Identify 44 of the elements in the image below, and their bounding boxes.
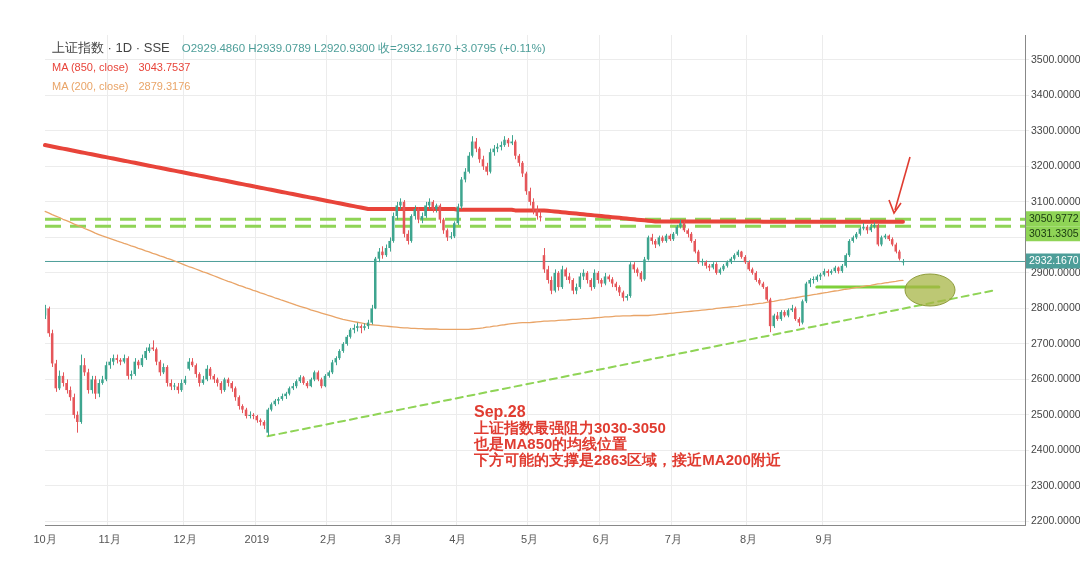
x-tick-label: 4月: [449, 532, 467, 545]
ref-line-label: 2932.1670: [1029, 254, 1079, 267]
y-tick-label: 2500.0000: [1031, 407, 1080, 420]
y-tick-label: 3500.0000: [1031, 52, 1080, 65]
y-tick-label: 2600.0000: [1031, 372, 1080, 385]
y-tick-label: 2200.0000: [1031, 514, 1080, 527]
annotation: 也是MA850的均线位置: [474, 435, 629, 452]
y-tick-label: 3200.0000: [1031, 159, 1080, 172]
x-tick-label: 8月: [740, 532, 758, 545]
candlestick: [496, 142, 499, 153]
y-tick-label: 2800.0000: [1031, 301, 1080, 314]
x-tick-label: 12月: [173, 532, 197, 545]
candlestick: [277, 396, 280, 405]
y-tick-label: 3400.0000: [1031, 88, 1080, 101]
y-tick-label: 3100.0000: [1031, 194, 1080, 207]
y-tick-label: 2300.0000: [1031, 478, 1080, 491]
y-tick-label: 3300.0000: [1031, 123, 1080, 136]
x-tick-label: 7月: [664, 532, 682, 545]
x-tick-label: 11月: [98, 532, 121, 545]
candlestick: [259, 417, 262, 427]
x-tick-label: 5月: [521, 532, 539, 545]
x-tick-label: 9月: [815, 532, 833, 545]
candlestick: [790, 304, 793, 313]
x-tick-label: 10月: [33, 532, 57, 545]
chart-title: 上证指数 · 1D · SSE: [52, 40, 170, 55]
x-tick-label: 3月: [384, 532, 402, 545]
ref-line-label: 3031.3305: [1029, 227, 1079, 240]
y-tick-label: 2400.0000: [1031, 443, 1080, 456]
y-tick-label: 2700.0000: [1031, 336, 1080, 349]
annotation: 上证指数最强阻力3030-3050: [474, 419, 667, 436]
annotation: Sep.28: [474, 403, 527, 420]
text: O2929.4860 H2939.0789 L2920.9300 收=2932.1670 +3.0795 (+0.11%): [181, 42, 546, 54]
ref-line-label: 3050.9772: [1029, 212, 1079, 225]
text: MA (200, close): [52, 80, 129, 92]
annotation: 下方可能的支撑是2863区域，接近MA200附近: [474, 451, 781, 468]
y-tick-label: 2900.0000: [1031, 265, 1080, 278]
x-tick-label: 2019: [244, 532, 270, 545]
x-tick-label: 6月: [592, 532, 610, 545]
candlestick: [363, 322, 366, 331]
candlestick: [119, 357, 122, 366]
annotation: 2879.3176: [138, 80, 191, 92]
text: MA (850, close): [52, 61, 129, 73]
annotation: 3043.7537: [138, 61, 191, 73]
x-tick-label: 2月: [320, 532, 338, 545]
